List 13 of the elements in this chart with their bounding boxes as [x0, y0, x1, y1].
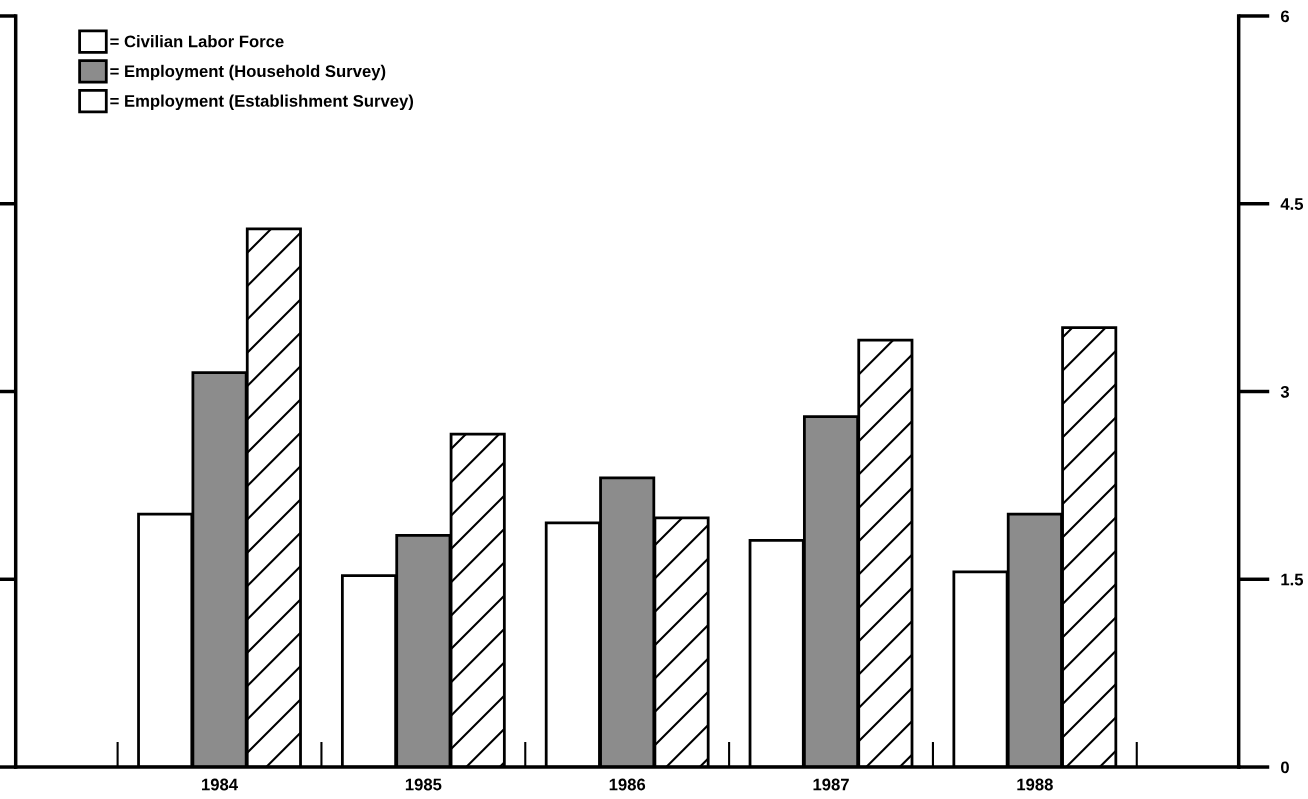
legend-label: = Civilian Labor Force — [110, 35, 284, 48]
y-tick-label: 0 — [1281, 761, 1289, 774]
legend-label: = Employment (Household Survey) — [110, 64, 386, 81]
y-tick-label: 4.5 — [1280, 198, 1304, 210]
legend-label: = Employment (Establishment Survey) — [110, 94, 414, 111]
y-tick-label: 6 — [1280, 10, 1290, 23]
y-tick-label: 3 — [1280, 385, 1290, 398]
x-tick-label: 1985 — [405, 778, 442, 791]
x-tick-label: 1986 — [609, 778, 646, 791]
x-tick-label: 1984 — [202, 778, 238, 791]
x-tick-label: 1987 — [813, 778, 849, 791]
x-tick-label: 1988 — [1017, 778, 1053, 791]
y-tick-label: 1.5 — [1281, 573, 1304, 586]
